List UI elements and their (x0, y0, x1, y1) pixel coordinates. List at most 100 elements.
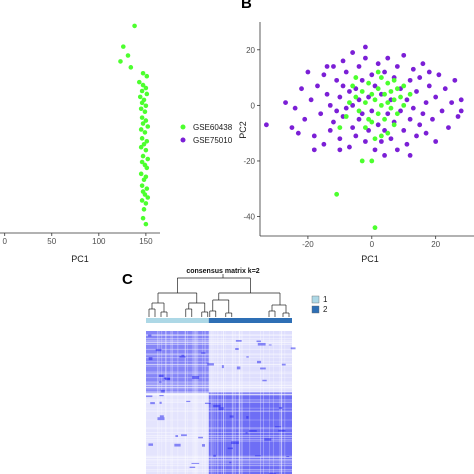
matrix-noise (146, 458, 292, 460)
panel-b-point (401, 83, 407, 89)
panel-b-point (410, 66, 416, 72)
panel-b-point (356, 97, 362, 103)
matrix-noise (146, 388, 292, 390)
panel-b-xtick-label: 20 (431, 240, 440, 249)
matrix-noise (150, 402, 155, 405)
panel-a-point (143, 201, 149, 206)
panel-b-point (334, 108, 340, 114)
matrix-noise (159, 401, 162, 404)
panel-b-point (334, 77, 340, 83)
panel-a-point (140, 70, 146, 76)
matrix-noise (146, 348, 292, 350)
matrix-noise (197, 331, 199, 474)
panel-b-point (401, 102, 407, 108)
matrix-noise (223, 331, 224, 474)
panel-a-point (143, 118, 149, 123)
panel-a-point (141, 141, 147, 147)
matrix-noise (146, 456, 292, 458)
panel-b-point (311, 147, 317, 153)
matrix-noise (218, 407, 224, 411)
panel-a-xtick-label: 100 (92, 237, 106, 246)
panel-b-point (369, 119, 375, 125)
panel-b-point (385, 130, 391, 136)
panel-b-point (401, 52, 407, 58)
matrix-noise (245, 432, 248, 434)
panel-b-letter: B (241, 0, 252, 12)
panel-b-point (375, 111, 381, 117)
panel-a-point (128, 65, 134, 70)
matrix-noise (159, 415, 164, 418)
matrix-noise (263, 331, 264, 474)
panel-b-point (356, 108, 362, 114)
panel-b-point (388, 105, 394, 111)
panel-b-point (382, 91, 387, 97)
panel-b-point (363, 55, 368, 61)
panel-b-point (308, 97, 314, 103)
matrix-noise (284, 331, 286, 474)
panel-c-legend: 12 (311, 295, 328, 314)
matrix-noise (221, 331, 222, 474)
matrix-noise (268, 344, 272, 346)
panel-b-point (394, 147, 400, 153)
matrix-noise (201, 352, 206, 354)
panel-b-point (375, 122, 381, 128)
panel-a-point (143, 147, 149, 153)
panel-a-point (144, 138, 150, 144)
matrix-noise (184, 331, 186, 474)
matrix-noise (146, 463, 292, 465)
panel-b-point (398, 108, 403, 114)
panel-b-point (327, 127, 333, 133)
matrix-noise (164, 377, 171, 381)
matrix-block (146, 392, 209, 474)
panel-b-point (299, 86, 304, 92)
panel-b-point (366, 127, 371, 133)
panel-a-point (143, 85, 149, 91)
matrix-noise (159, 394, 164, 397)
panel-a-point (142, 192, 148, 197)
panel-b-point (385, 100, 391, 105)
panel-c-matrix (146, 331, 296, 474)
panel-b-point (359, 77, 365, 83)
matrix-noise (165, 331, 167, 474)
matrix-noise (231, 441, 239, 445)
matrix-noise (274, 426, 282, 428)
matrix-noise (170, 331, 172, 474)
matrix-noise (146, 334, 292, 335)
panel-b-point (407, 153, 413, 158)
panel-b-point (414, 89, 419, 94)
panel-b-point (407, 116, 413, 122)
panel-b-point (426, 69, 432, 75)
panel-b-point (372, 83, 378, 89)
matrix-noise (235, 340, 242, 342)
panel-b-point (436, 72, 442, 78)
panel-b-point (417, 75, 423, 80)
panel-a-point (144, 186, 150, 191)
matrix-block (208, 392, 292, 474)
matrix-noise (146, 340, 292, 342)
panel-b-point (420, 111, 426, 117)
panel-b-point (388, 136, 394, 142)
matrix-noise (146, 371, 292, 373)
panel-b-point (327, 102, 333, 108)
matrix-noise (213, 454, 216, 457)
panel-b-point (375, 86, 381, 92)
panel-b-point (337, 125, 343, 131)
panel-b-point (378, 139, 384, 144)
matrix-noise (146, 428, 292, 430)
matrix-noise (158, 331, 160, 474)
panel-a-point (125, 53, 131, 58)
matrix-noise (278, 429, 286, 432)
matrix-noise (177, 331, 179, 474)
matrix-noise (146, 394, 292, 396)
legend-label: 1 (323, 295, 328, 304)
panel-b-point (347, 144, 352, 150)
panel-b-point (426, 83, 432, 89)
matrix-noise (224, 331, 226, 474)
panel-b-point (324, 91, 330, 97)
panel-b-point (394, 86, 400, 92)
panel-a-point (120, 44, 126, 49)
panel-b-point (458, 108, 464, 114)
panel-b-point (321, 72, 327, 78)
panel-a-point (142, 109, 148, 115)
matrix-noise (146, 410, 292, 412)
